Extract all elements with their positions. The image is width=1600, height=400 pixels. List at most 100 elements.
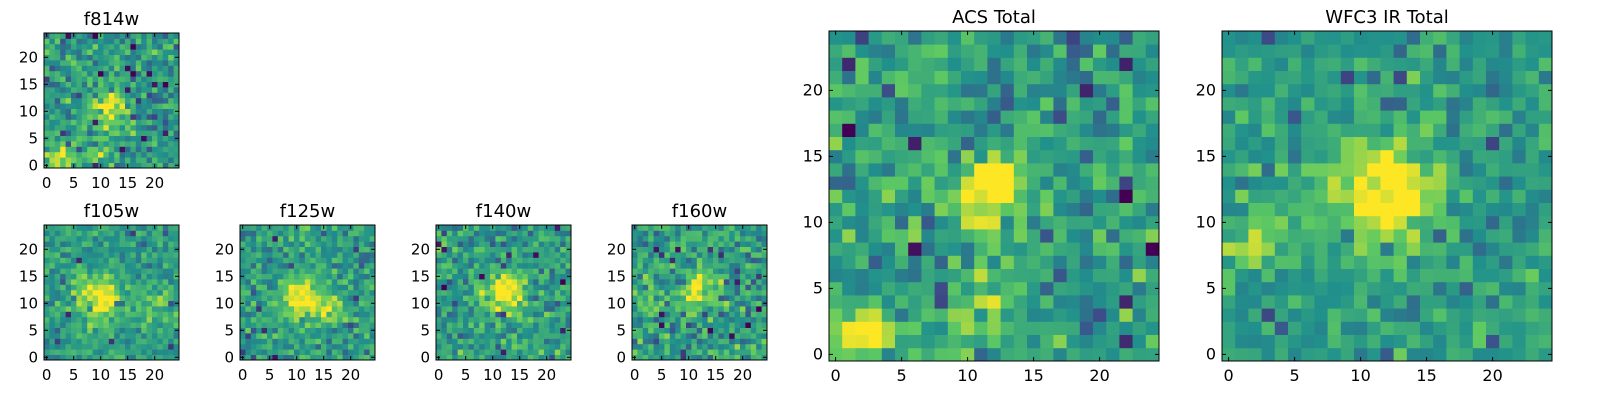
heatmap-cell bbox=[76, 343, 83, 350]
heatmap-cell bbox=[446, 262, 453, 269]
heatmap-cell bbox=[1538, 321, 1553, 335]
heatmap-cell bbox=[87, 279, 93, 285]
heatmap-cell bbox=[452, 279, 458, 285]
heatmap-cell bbox=[1512, 229, 1526, 243]
heatmap-cell bbox=[987, 215, 1001, 230]
heatmap-cell bbox=[527, 268, 534, 274]
heatmap-cell bbox=[1472, 44, 1487, 58]
heatmap-cell bbox=[364, 327, 370, 334]
heatmap-cell bbox=[256, 354, 262, 361]
heatmap-cell bbox=[358, 338, 365, 345]
heatmap-cell bbox=[686, 289, 692, 296]
heatmap-cell bbox=[1367, 255, 1381, 269]
heatmap-cell bbox=[522, 327, 529, 334]
y-tick-label: 20 bbox=[1196, 80, 1216, 99]
heatmap-cell bbox=[1499, 347, 1513, 362]
heatmap-cell bbox=[135, 60, 142, 66]
heatmap-cell bbox=[1066, 83, 1081, 98]
heatmap-cell bbox=[65, 279, 72, 285]
heatmap-cell bbox=[98, 103, 104, 109]
heatmap-cell bbox=[168, 157, 174, 163]
heatmap-cell bbox=[987, 255, 1001, 269]
heatmap-cell bbox=[533, 306, 539, 312]
heatmap-cell bbox=[125, 295, 131, 301]
heatmap-cell bbox=[473, 338, 480, 345]
heatmap-cell bbox=[108, 92, 115, 99]
heatmap-cell bbox=[125, 119, 131, 126]
heatmap-cell bbox=[240, 306, 246, 312]
heatmap-cell bbox=[544, 333, 550, 339]
heatmap-cell bbox=[1512, 83, 1526, 98]
heatmap-cell bbox=[1406, 136, 1421, 151]
heatmap-cell bbox=[517, 252, 523, 258]
heatmap-cell bbox=[1288, 70, 1302, 85]
heatmap-cell bbox=[162, 289, 169, 296]
heatmap-cell bbox=[734, 333, 741, 339]
heatmap-cell bbox=[1380, 176, 1394, 190]
heatmap-cell bbox=[987, 97, 1001, 111]
heatmap-cell bbox=[1079, 255, 1094, 269]
heatmap-cell bbox=[288, 333, 295, 339]
heatmap-cell bbox=[506, 316, 512, 323]
heatmap-cell bbox=[533, 333, 539, 339]
heatmap-cell bbox=[1301, 110, 1315, 124]
heatmap-cell bbox=[49, 65, 56, 72]
heatmap-cell bbox=[157, 103, 164, 109]
heatmap-cell bbox=[707, 262, 714, 269]
heatmap-cell bbox=[659, 289, 665, 296]
heatmap-cell bbox=[756, 311, 762, 318]
heatmap-cell bbox=[71, 60, 77, 66]
heatmap-cell bbox=[146, 225, 153, 231]
heatmap-cell bbox=[723, 257, 730, 264]
heatmap-cell bbox=[130, 162, 137, 169]
heatmap-cell bbox=[1093, 347, 1107, 362]
heatmap-cell bbox=[713, 327, 719, 334]
heatmap-cell bbox=[1027, 83, 1041, 98]
heatmap-cell bbox=[1380, 255, 1394, 269]
heatmap-cell bbox=[321, 284, 327, 291]
heatmap-cell bbox=[947, 334, 962, 349]
heatmap-cell bbox=[146, 273, 153, 280]
heatmap-cell bbox=[353, 322, 360, 328]
heatmap-cell bbox=[1027, 44, 1041, 58]
heatmap-cell bbox=[157, 141, 164, 147]
heatmap-cell bbox=[168, 49, 174, 55]
heatmap-cell bbox=[1367, 97, 1381, 111]
heatmap-cell bbox=[135, 108, 142, 115]
heatmap-cell bbox=[1040, 215, 1054, 230]
heatmap-cell bbox=[49, 54, 56, 61]
heatmap-cell bbox=[961, 110, 975, 124]
heatmap-cell bbox=[310, 262, 316, 269]
heatmap-cell bbox=[288, 241, 295, 247]
heatmap-cell bbox=[1106, 44, 1120, 58]
heatmap-cell bbox=[54, 279, 61, 285]
heatmap-cell bbox=[277, 333, 284, 339]
heatmap-cell bbox=[441, 300, 448, 307]
heatmap-cell bbox=[1000, 97, 1015, 111]
heatmap-cell bbox=[554, 333, 561, 339]
heatmap-cell bbox=[842, 334, 856, 349]
heatmap-cell bbox=[173, 230, 180, 237]
heatmap-cell bbox=[135, 230, 142, 237]
heatmap-cell bbox=[713, 333, 719, 339]
heatmap-cell bbox=[934, 83, 949, 98]
y-tick-label: 20 bbox=[607, 240, 626, 258]
heatmap-cell bbox=[855, 70, 869, 85]
heatmap-cell bbox=[44, 241, 50, 247]
heatmap-cell bbox=[326, 338, 333, 345]
heatmap-cell bbox=[76, 230, 83, 237]
heatmap-cell bbox=[364, 284, 370, 291]
heatmap-cell bbox=[1274, 215, 1289, 230]
heatmap-cell bbox=[961, 70, 975, 85]
heatmap-cell bbox=[245, 343, 252, 350]
heatmap-cell bbox=[162, 151, 169, 158]
heatmap-cell bbox=[761, 349, 768, 355]
heatmap-cell bbox=[348, 257, 354, 264]
heatmap-cell bbox=[560, 295, 566, 301]
heatmap-cell bbox=[141, 295, 147, 301]
heatmap-cell bbox=[1145, 189, 1160, 203]
heatmap-cell bbox=[71, 262, 77, 269]
heatmap-cell bbox=[1040, 110, 1054, 124]
heatmap-cell bbox=[473, 225, 480, 231]
heatmap-cell bbox=[114, 49, 120, 55]
